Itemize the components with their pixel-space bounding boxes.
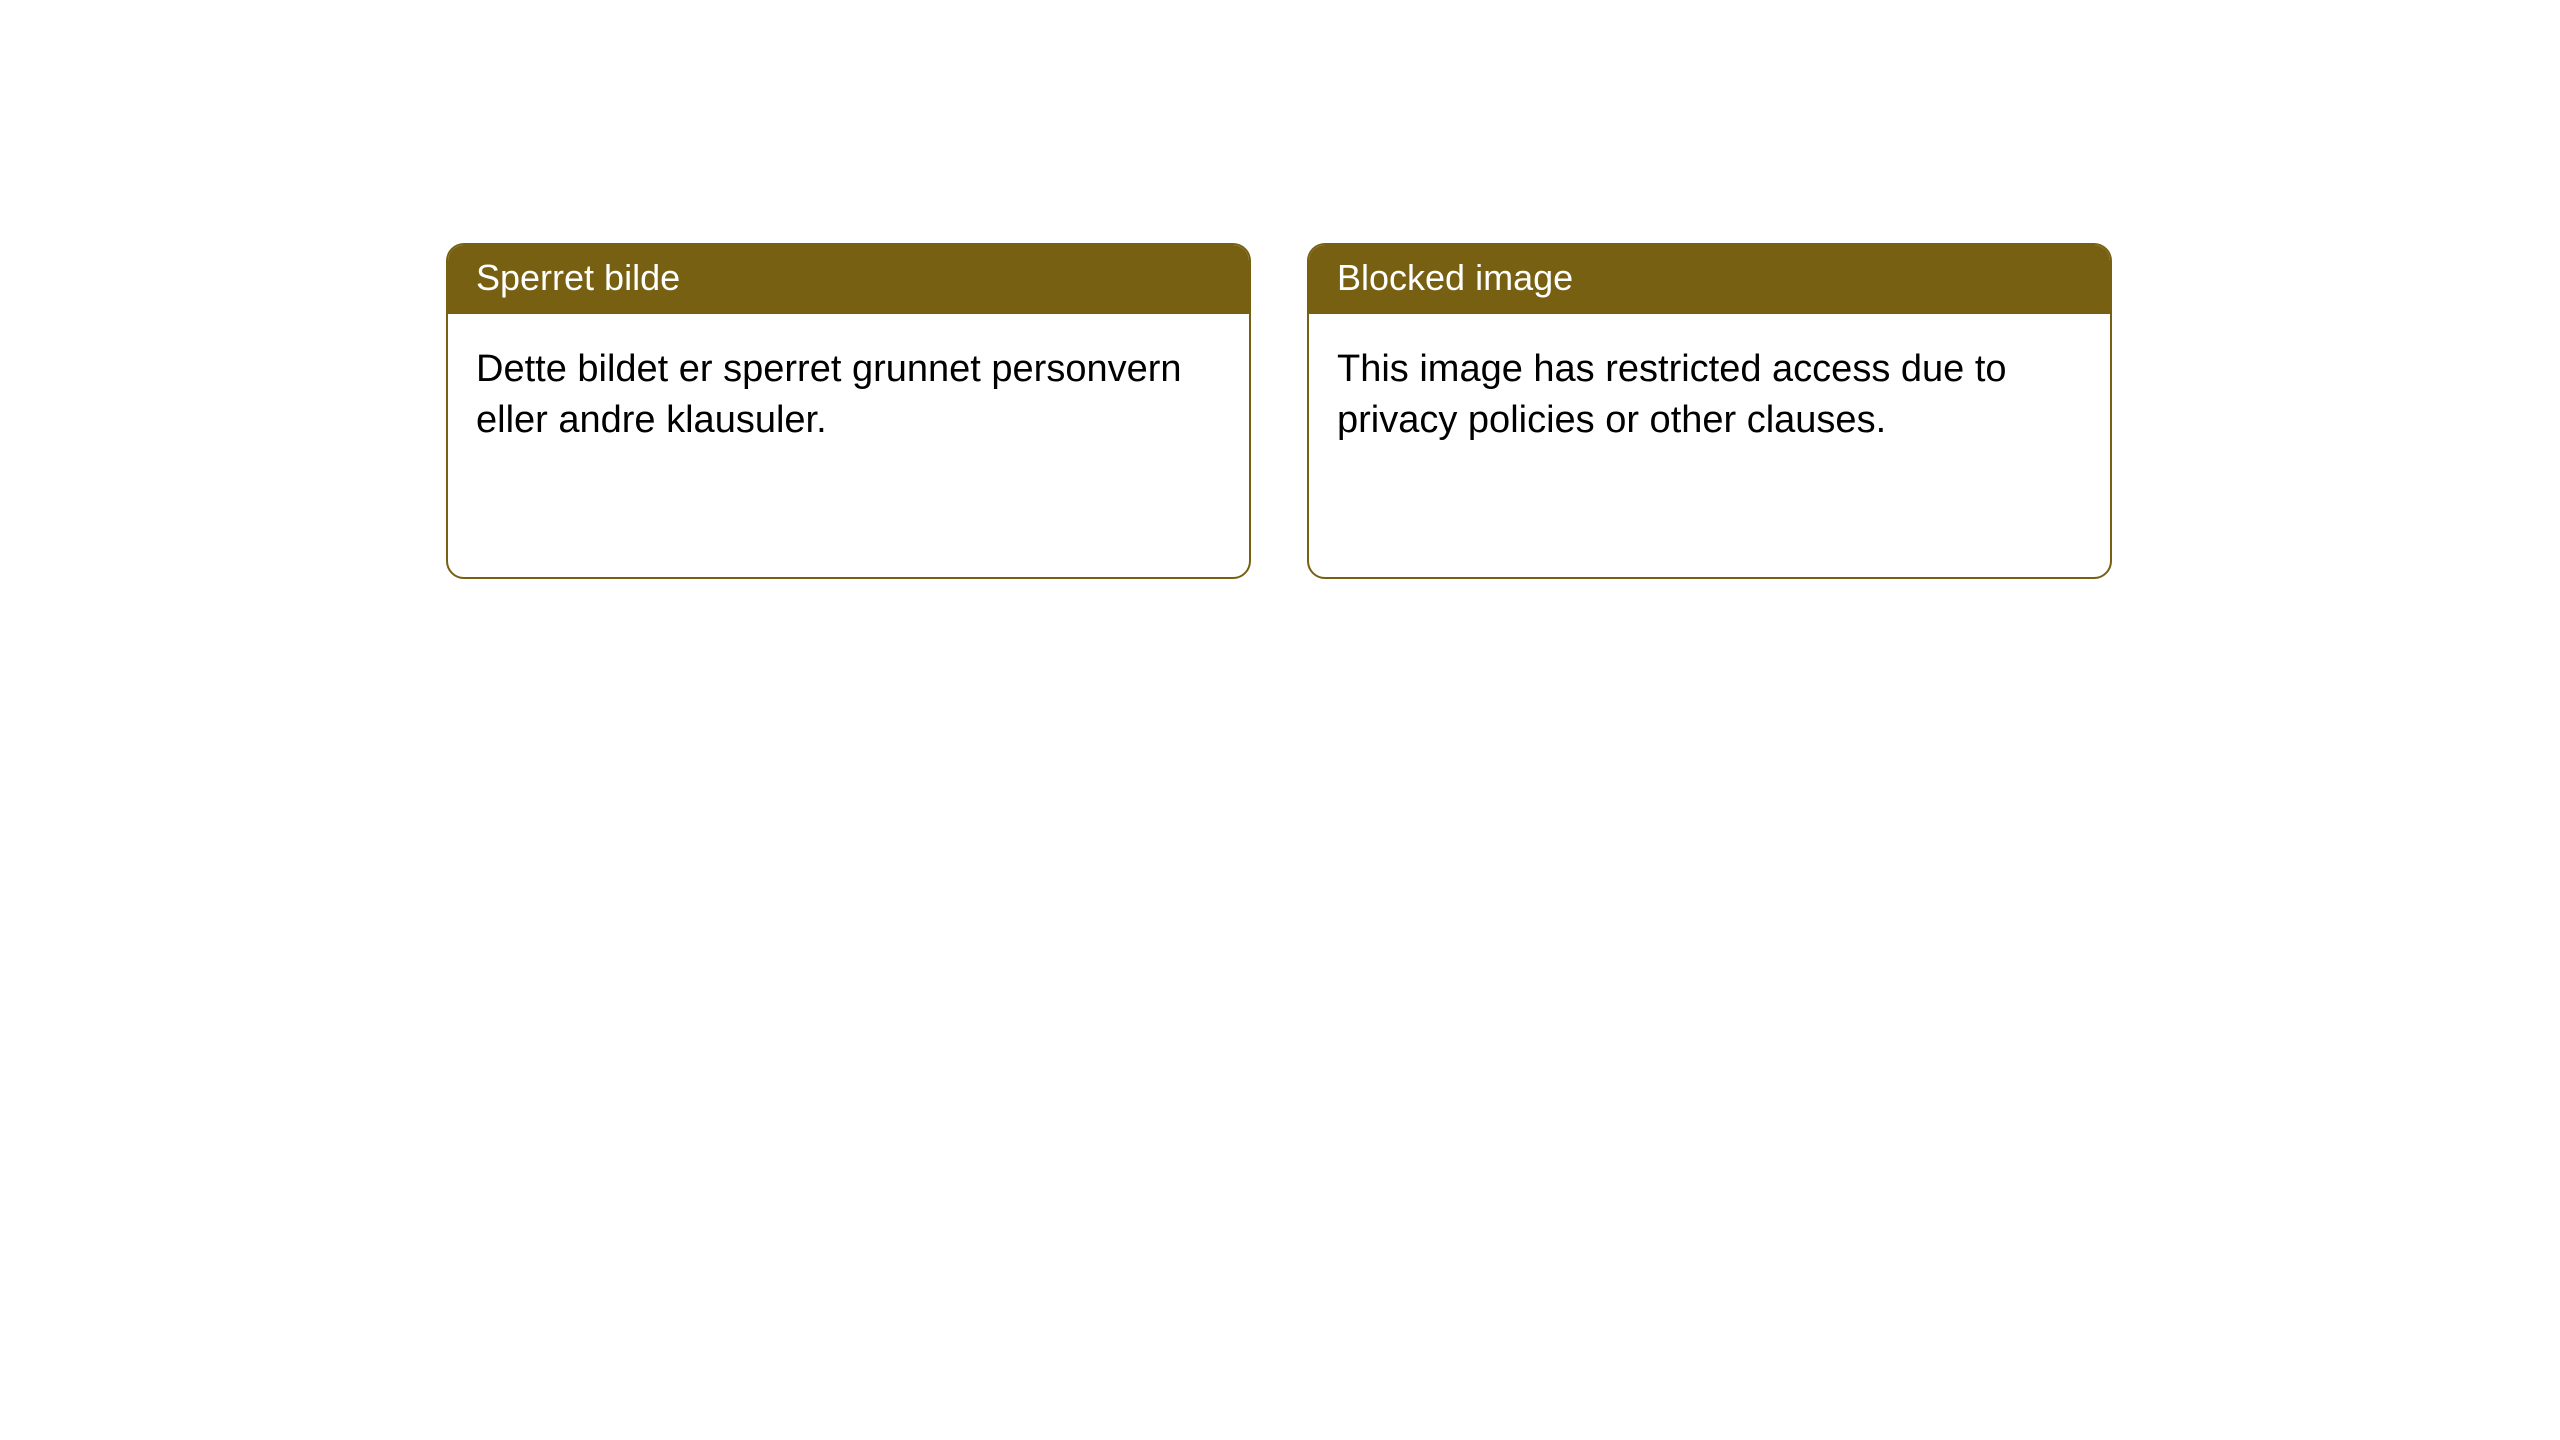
notice-card-title: Blocked image	[1309, 245, 2110, 314]
notice-card-title: Sperret bilde	[448, 245, 1249, 314]
notice-card-body: This image has restricted access due to …	[1309, 314, 2110, 477]
notice-cards-container: Sperret bilde Dette bildet er sperret gr…	[0, 0, 2560, 579]
notice-card-english: Blocked image This image has restricted …	[1307, 243, 2112, 579]
notice-card-norwegian: Sperret bilde Dette bildet er sperret gr…	[446, 243, 1251, 579]
notice-card-body: Dette bildet er sperret grunnet personve…	[448, 314, 1249, 477]
